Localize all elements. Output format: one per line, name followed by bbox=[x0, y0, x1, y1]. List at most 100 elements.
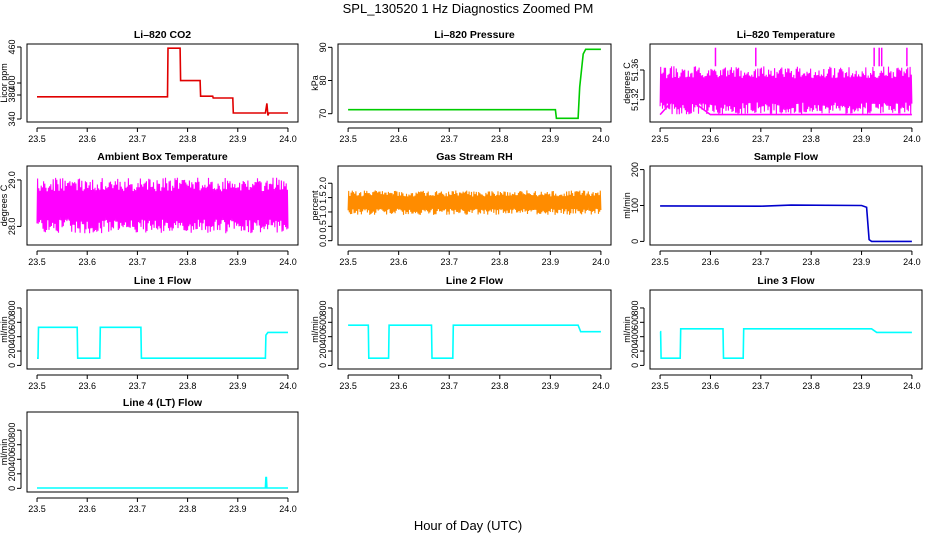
panel-5: Gas Stream RH 23.5 23.6 23.7 23.8 23.9 24.0 0.0… bbox=[310, 151, 612, 267]
series-area bbox=[37, 326, 288, 359]
x-tick-label: 23.9 bbox=[542, 381, 560, 391]
series-line bbox=[660, 204, 912, 243]
y-tick-label: 600 bbox=[630, 315, 640, 330]
x-tick-label: 23.6 bbox=[702, 381, 720, 391]
y-tick-label: 800 bbox=[7, 300, 17, 315]
series-area bbox=[37, 476, 288, 489]
y-tick-label: 600 bbox=[7, 315, 17, 330]
y-axis-label: ml/min bbox=[622, 192, 632, 219]
x-tick-label: 23.7 bbox=[440, 257, 458, 267]
x-tick-label: 23.6 bbox=[390, 381, 408, 391]
x-tick-label: 23.9 bbox=[542, 257, 560, 267]
y-tick-label: 51.36 bbox=[630, 59, 640, 82]
x-tick-label: 23.9 bbox=[853, 134, 871, 144]
x-tick-label: 23.8 bbox=[491, 257, 509, 267]
y-tick-label: 200 bbox=[7, 344, 17, 359]
series-line bbox=[659, 91, 912, 116]
series-area bbox=[660, 204, 912, 243]
x-tick-label: 23.7 bbox=[129, 134, 147, 144]
y-tick-label: 400 bbox=[318, 329, 328, 344]
panel-title: Line 1 Flow bbox=[134, 275, 192, 287]
plot-frame bbox=[26, 289, 299, 370]
panel-title: Gas Stream RH bbox=[436, 151, 512, 163]
x-tick-label: 23.9 bbox=[853, 257, 871, 267]
y-tick-label: 1.0 bbox=[318, 206, 328, 219]
x-tick-label: 23.6 bbox=[702, 134, 720, 144]
x-tick-label: 23.5 bbox=[28, 504, 46, 514]
x-tick-label: 23.8 bbox=[179, 257, 197, 267]
x-tick-label: 23.5 bbox=[339, 257, 357, 267]
y-tick-label: 200 bbox=[318, 344, 328, 359]
y-tick-label: 200 bbox=[630, 162, 640, 177]
panel-8: Line 2 Flow 23.5 23.6 23.7 23.8 23.9 24.0 0 2004… bbox=[310, 275, 612, 391]
plot-frame bbox=[26, 43, 299, 123]
x-tick-label: 23.9 bbox=[853, 381, 871, 391]
y-tick-label: 0 bbox=[7, 486, 17, 491]
panel-6: Sample Flow 23.5 23.6 23.7 23.8 23.9 24.0 0 100 2… bbox=[622, 151, 923, 267]
panel-9: Line 3 Flow 23.5 23.6 23.7 23.8 23.9 24.0 0 2004… bbox=[622, 275, 923, 391]
y-tick-label: 340 bbox=[7, 111, 17, 126]
plot-frame bbox=[649, 43, 923, 123]
x-tick-label: 23.5 bbox=[28, 134, 46, 144]
x-tick-label: 23.7 bbox=[129, 257, 147, 267]
y-tick-label: 90 bbox=[318, 42, 328, 52]
series-area bbox=[36, 177, 289, 234]
plot-frame bbox=[649, 289, 923, 370]
series-area bbox=[659, 47, 913, 116]
y-axis-label: degrees C bbox=[0, 184, 9, 226]
y-tick-label: 0 bbox=[7, 363, 17, 368]
x-tick-label: 23.9 bbox=[229, 257, 247, 267]
x-tick-label: 24.0 bbox=[279, 257, 297, 267]
series-line bbox=[37, 326, 288, 359]
series-line bbox=[348, 201, 601, 205]
x-tick-label: 23.5 bbox=[28, 381, 46, 391]
x-tick-label: 23.7 bbox=[129, 504, 147, 514]
panel-3: Li–820 Temperature 23.5 23.6 23.7 23.8 23.9 24… bbox=[622, 29, 923, 144]
plot-frame bbox=[337, 43, 612, 123]
y-tick-label: 80 bbox=[318, 76, 328, 86]
x-tick-label: 23.6 bbox=[390, 257, 408, 267]
series-area bbox=[348, 48, 601, 120]
x-tick-label: 23.5 bbox=[651, 134, 669, 144]
x-tick-label: 23.7 bbox=[752, 381, 770, 391]
x-tick-label: 23.9 bbox=[229, 504, 247, 514]
x-tick-label: 23.5 bbox=[651, 381, 669, 391]
series-area bbox=[37, 47, 288, 116]
y-axis-label: percent bbox=[310, 190, 320, 221]
panel-title: Li–820 Temperature bbox=[737, 29, 836, 41]
y-axis-label: ml/min bbox=[310, 316, 320, 343]
panel-title: Ambient Box Temperature bbox=[97, 151, 228, 163]
y-tick-label: 380 bbox=[7, 87, 17, 102]
panel-title: Li–820 Pressure bbox=[434, 29, 515, 41]
y-tick-label: 0 bbox=[630, 363, 640, 368]
y-tick-label: 0.5 bbox=[318, 220, 328, 233]
x-tick-label: 24.0 bbox=[592, 134, 610, 144]
panel-10: Line 4 (LT) Flow 23.5 23.6 23.7 23.8 23.9 24.0… bbox=[0, 397, 299, 514]
y-tick-label: 800 bbox=[630, 300, 640, 315]
y-tick-label: 0.0 bbox=[318, 234, 328, 247]
x-tick-label: 23.5 bbox=[339, 381, 357, 391]
y-tick-label: 400 bbox=[7, 329, 17, 344]
series-line bbox=[37, 47, 288, 116]
panel-1: Li–820 CO2 23.5 23.6 23.7 23.8 23.9 24.0 340 380… bbox=[0, 29, 299, 144]
x-axis-label: Hour of Day (UTC) bbox=[413, 518, 523, 533]
panel-7: Line 1 Flow 23.5 23.6 23.7 23.8 23.9 24.0 0 2004… bbox=[0, 275, 299, 391]
y-axis-label: ml/min bbox=[0, 439, 9, 466]
y-tick-label: 29.0 bbox=[7, 171, 17, 189]
y-tick-label: 28.0 bbox=[7, 218, 17, 236]
figure-title: SPL_130520 1 Hz Diagnostics Zoomed PM bbox=[342, 1, 594, 16]
x-tick-label: 23.7 bbox=[129, 381, 147, 391]
x-tick-label: 23.6 bbox=[78, 257, 96, 267]
x-tick-label: 23.5 bbox=[339, 134, 357, 144]
plot-frame bbox=[26, 411, 299, 493]
x-tick-label: 23.6 bbox=[78, 504, 96, 514]
y-axis-label: Licor ppm bbox=[0, 63, 9, 103]
x-tick-label: 24.0 bbox=[592, 381, 610, 391]
y-tick-label: 0 bbox=[630, 239, 640, 244]
x-tick-label: 24.0 bbox=[279, 381, 297, 391]
panel-title: Line 3 Flow bbox=[757, 275, 815, 287]
x-tick-label: 23.8 bbox=[491, 134, 509, 144]
panel-title: Line 2 Flow bbox=[446, 275, 504, 287]
panel-title: Line 4 (LT) Flow bbox=[123, 397, 203, 409]
